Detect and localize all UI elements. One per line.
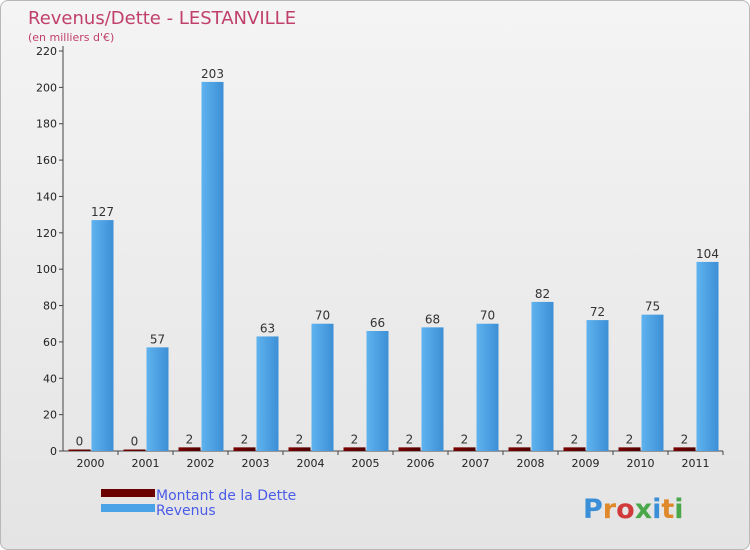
value-label-dette: 2 (296, 432, 304, 446)
value-label-revenus: 68 (425, 312, 440, 326)
y-tick-label: 160 (36, 154, 57, 167)
legend-swatch-dette (101, 489, 155, 497)
legend: Montant de la Dette Revenus (101, 488, 296, 519)
value-label-dette: 2 (461, 432, 469, 446)
value-label-dette: 2 (516, 432, 524, 446)
bar-dette (453, 447, 476, 451)
y-tick-label: 60 (43, 336, 57, 349)
value-label-revenus: 70 (315, 309, 330, 323)
y-tick-label: 100 (36, 263, 57, 276)
bar-revenus (366, 331, 389, 451)
value-label-revenus: 127 (91, 205, 114, 219)
bar-revenus (696, 261, 719, 451)
proxiti-logo: Proxiti (583, 494, 684, 525)
value-label-dette: 2 (351, 432, 359, 446)
bar-revenus (421, 327, 444, 451)
bar-dette (618, 447, 641, 451)
legend-swatch-revenus (101, 504, 155, 512)
bar-dette (288, 447, 311, 451)
value-label-revenus: 66 (370, 316, 385, 330)
x-tick-label: 2005 (352, 457, 380, 470)
value-label-dette: 2 (186, 432, 194, 446)
bar-dette (343, 447, 366, 451)
value-label-dette: 0 (76, 435, 84, 449)
bar-revenus (201, 81, 224, 451)
value-label-dette: 2 (626, 432, 634, 446)
x-tick-label: 2010 (627, 457, 655, 470)
value-label-revenus: 203 (201, 67, 224, 81)
bar-dette (68, 449, 91, 451)
y-tick-label: 80 (43, 300, 57, 313)
x-tick-label: 2011 (682, 457, 710, 470)
x-tick-label: 2008 (517, 457, 545, 470)
value-label-revenus: 70 (480, 309, 495, 323)
y-tick-label: 120 (36, 227, 57, 240)
legend-label-revenus: Revenus (156, 503, 216, 519)
bar-revenus (641, 314, 664, 451)
bar-revenus (91, 220, 114, 451)
bar-revenus (531, 301, 554, 451)
bar-revenus (311, 323, 334, 451)
x-tick-label: 2004 (297, 457, 325, 470)
chart-subtitle: (en milliers d'€) (28, 31, 114, 44)
bar-revenus (256, 336, 279, 451)
bar-dette (233, 447, 256, 451)
y-tick-label: 220 (36, 45, 57, 58)
value-label-revenus: 72 (590, 305, 605, 319)
y-tick-label: 140 (36, 190, 57, 203)
value-label-dette: 0 (131, 435, 139, 449)
x-tick-label: 2009 (572, 457, 600, 470)
value-label-revenus: 104 (696, 247, 719, 261)
bar-revenus (476, 323, 499, 451)
y-tick-label: 40 (43, 372, 57, 385)
value-label-revenus: 75 (645, 300, 660, 314)
value-label-dette: 2 (571, 432, 579, 446)
bar-revenus (586, 320, 609, 451)
value-label-revenus: 63 (260, 321, 275, 335)
y-tick-label: 180 (36, 118, 57, 131)
bar-dette (398, 447, 421, 451)
bar-dette (563, 447, 586, 451)
bar-dette (178, 447, 201, 451)
bar-dette (508, 447, 531, 451)
logo-text: Proxiti (583, 494, 684, 525)
value-label-revenus: 82 (535, 287, 550, 301)
y-tick-label: 200 (36, 81, 57, 94)
value-label-revenus: 57 (150, 332, 165, 346)
x-tick-label: 2007 (462, 457, 490, 470)
x-tick-label: 2001 (132, 457, 160, 470)
value-label-dette: 2 (406, 432, 414, 446)
y-tick-label: 0 (50, 445, 57, 458)
plot-area: 0204060801001201401601802002202000012720… (36, 45, 724, 470)
x-tick-label: 2003 (242, 457, 270, 470)
value-label-dette: 2 (241, 432, 249, 446)
y-tick-label: 20 (43, 409, 57, 422)
bar-dette (123, 449, 146, 451)
x-tick-label: 2000 (77, 457, 105, 470)
bar-revenus (146, 347, 169, 451)
bar-dette (673, 447, 696, 451)
x-tick-label: 2002 (187, 457, 215, 470)
legend-label-dette: Montant de la Dette (156, 488, 296, 504)
chart-title: Revenus/Dette - LESTANVILLE (28, 8, 296, 29)
x-tick-label: 2006 (407, 457, 435, 470)
value-label-dette: 2 (681, 432, 689, 446)
